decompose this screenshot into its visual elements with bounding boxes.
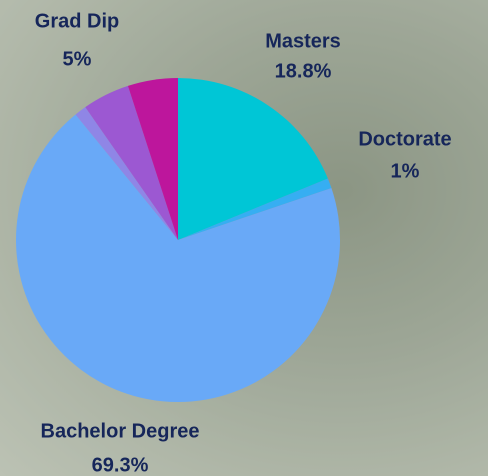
slice-label: Bachelor Degree	[41, 420, 200, 442]
value-label: 18.8%	[275, 60, 332, 82]
slice-label: Masters	[265, 30, 341, 52]
value-label: 69.3%	[92, 454, 149, 476]
value-label: 5%	[63, 48, 92, 70]
page: Masters 18.8% Doctorate 1% Bachelor Degree 69…	[0, 0, 488, 476]
chart: Masters 18.8% Doctorate 1% Bachelor Degree 69…	[0, 0, 488, 476]
value-label: 1%	[391, 160, 420, 182]
slice-label: Grad Dip	[35, 10, 119, 32]
slice-label: Doctorate	[358, 128, 451, 150]
